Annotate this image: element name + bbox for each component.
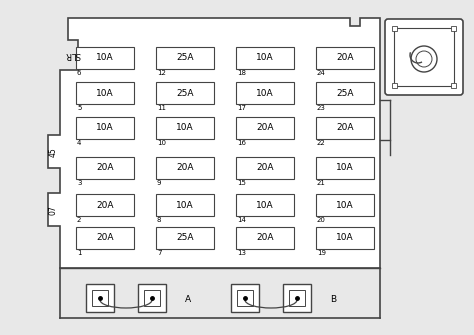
Bar	[236, 227, 294, 249]
Bar	[156, 194, 214, 216]
Bar	[76, 117, 134, 139]
Text: 20A: 20A	[96, 163, 114, 173]
Bar	[156, 157, 214, 179]
Bar	[231, 284, 259, 312]
Text: 10A: 10A	[336, 201, 354, 209]
Bar	[316, 227, 374, 249]
Text: 10A: 10A	[96, 124, 114, 133]
Bar	[237, 290, 253, 306]
Bar	[451, 26, 456, 31]
Text: 25A: 25A	[176, 233, 194, 243]
Text: 10A: 10A	[256, 54, 274, 63]
Text: 10A: 10A	[96, 88, 114, 97]
Text: 6: 6	[77, 70, 82, 76]
Bar	[76, 82, 134, 104]
Bar	[86, 284, 114, 312]
Bar	[76, 47, 134, 69]
Text: 5: 5	[77, 105, 82, 111]
Bar	[316, 194, 374, 216]
Text: 10A: 10A	[176, 201, 194, 209]
Text: 45: 45	[48, 147, 57, 157]
Text: 3: 3	[77, 180, 82, 186]
Bar	[76, 157, 134, 179]
Bar	[236, 47, 294, 69]
Bar	[316, 157, 374, 179]
Text: 16: 16	[237, 140, 246, 146]
Text: 20A: 20A	[176, 163, 194, 173]
Text: 7: 7	[157, 250, 162, 256]
Text: 20A: 20A	[256, 124, 274, 133]
Bar	[76, 227, 134, 249]
Bar	[236, 117, 294, 139]
Text: 25A: 25A	[176, 54, 194, 63]
Text: B: B	[330, 295, 336, 305]
Polygon shape	[48, 18, 380, 268]
Bar	[316, 117, 374, 139]
Text: 2: 2	[77, 217, 82, 223]
Text: 20: 20	[317, 217, 326, 223]
Text: 10A: 10A	[256, 88, 274, 97]
Text: 4: 4	[77, 140, 82, 146]
Text: 20A: 20A	[336, 124, 354, 133]
Text: 10A: 10A	[176, 124, 194, 133]
Bar	[76, 194, 134, 216]
Text: 15: 15	[237, 180, 246, 186]
Bar	[138, 284, 166, 312]
Text: 13: 13	[237, 250, 246, 256]
Text: 21: 21	[317, 180, 326, 186]
Text: 10A: 10A	[336, 163, 354, 173]
Bar	[289, 290, 305, 306]
Bar	[316, 47, 374, 69]
Bar	[392, 26, 397, 31]
Text: 25A: 25A	[176, 88, 194, 97]
Text: 20A: 20A	[96, 201, 114, 209]
Bar	[236, 82, 294, 104]
Bar	[236, 157, 294, 179]
Text: 23: 23	[317, 105, 326, 111]
Text: 10A: 10A	[96, 54, 114, 63]
Text: 24: 24	[317, 70, 326, 76]
Bar	[92, 290, 108, 306]
Bar	[236, 194, 294, 216]
Bar	[394, 28, 454, 86]
Text: 12: 12	[157, 70, 166, 76]
Text: SLR: SLR	[65, 51, 81, 60]
Bar	[283, 284, 311, 312]
Text: 8: 8	[157, 217, 162, 223]
Bar	[156, 117, 214, 139]
Text: 20A: 20A	[336, 54, 354, 63]
Text: 10: 10	[157, 140, 166, 146]
Text: 19: 19	[317, 250, 326, 256]
Bar	[144, 290, 160, 306]
Bar	[392, 83, 397, 88]
Text: 25A: 25A	[336, 88, 354, 97]
Text: 22: 22	[317, 140, 326, 146]
Bar	[451, 83, 456, 88]
Text: 20A: 20A	[96, 233, 114, 243]
Text: 1: 1	[77, 250, 82, 256]
Text: 10A: 10A	[336, 233, 354, 243]
Text: 11: 11	[157, 105, 166, 111]
Bar	[156, 47, 214, 69]
Text: 9: 9	[157, 180, 162, 186]
FancyBboxPatch shape	[385, 19, 463, 95]
Bar	[316, 82, 374, 104]
Text: 07: 07	[48, 205, 57, 215]
Text: 20A: 20A	[256, 233, 274, 243]
Text: 14: 14	[237, 217, 246, 223]
Bar	[156, 82, 214, 104]
Text: 18: 18	[237, 70, 246, 76]
Text: 10A: 10A	[256, 201, 274, 209]
Text: A: A	[185, 295, 191, 305]
Text: 17: 17	[237, 105, 246, 111]
Bar	[156, 227, 214, 249]
Text: 20A: 20A	[256, 163, 274, 173]
